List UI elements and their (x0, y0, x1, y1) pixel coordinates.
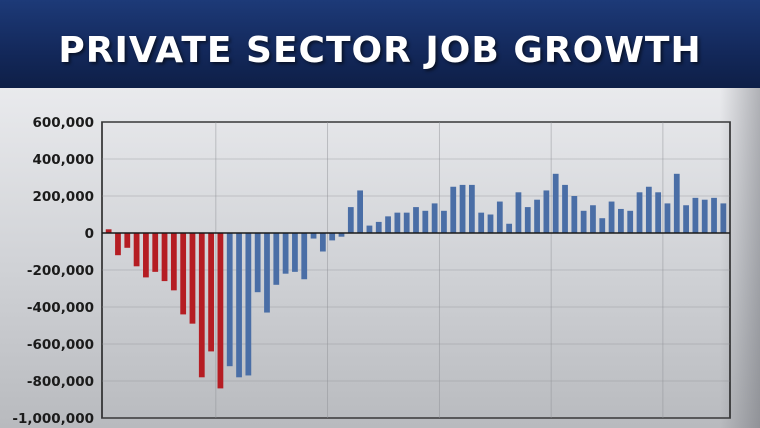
y-tick-label: -1,000,000 (12, 411, 94, 427)
bar-blue (683, 205, 689, 233)
bar-blue (515, 192, 522, 233)
title-band: PRIVATE SECTOR JOB GROWTH (0, 0, 760, 88)
y-tick-label: 0 (85, 226, 94, 242)
bar-blue (701, 199, 708, 233)
bar-layer (105, 173, 727, 389)
y-axis-labels: 600,000 400,000 200,000 0 -200,000 -400,000 -6… (12, 115, 94, 427)
bar-blue (590, 205, 596, 233)
bar-blue (329, 233, 336, 241)
bar-blue (692, 197, 699, 233)
bar-blue (338, 233, 345, 237)
bar-blue (720, 203, 727, 233)
bar-blue (366, 225, 373, 233)
bar-red (208, 233, 214, 352)
bar-blue (441, 210, 447, 233)
bar-blue (310, 233, 317, 239)
bar-blue (245, 233, 252, 376)
y-tick-label: -800,000 (27, 374, 94, 390)
bar-red (115, 233, 121, 256)
bar-blue (254, 233, 261, 293)
bar-blue (347, 207, 354, 233)
bar-red (105, 229, 112, 233)
bar-blue (618, 208, 624, 233)
y-tick-label: 200,000 (33, 189, 95, 205)
bar-blue (645, 186, 652, 233)
bar-blue (431, 203, 438, 233)
bar-blue (487, 214, 494, 233)
bar-blue (422, 210, 429, 233)
grid-layer (101, 121, 731, 419)
bar-blue (292, 233, 298, 272)
bar-red (133, 233, 140, 267)
bar-blue (282, 233, 289, 274)
bar-red (189, 233, 196, 324)
bar-blue (226, 233, 233, 367)
bar-blue (459, 184, 466, 233)
bar-blue (562, 184, 568, 233)
y-tick-label: -200,000 (27, 263, 94, 279)
bar-blue (599, 218, 606, 233)
bar-blue (496, 201, 503, 233)
chart-title: PRIVATE SECTOR JOB GROWTH (58, 30, 702, 71)
bar-blue (655, 192, 662, 233)
bar-blue (608, 201, 615, 233)
bar-blue (357, 190, 363, 233)
bar-red (161, 233, 168, 282)
chart-panel: 600,000 400,000 200,000 0 -200,000 -400,000 -6… (0, 88, 760, 428)
bar-blue (534, 199, 540, 233)
bar-blue (385, 216, 391, 233)
y-tick-label: 400,000 (33, 152, 95, 168)
y-tick-label: -400,000 (27, 300, 94, 316)
bar-red (124, 233, 131, 248)
bar-red (180, 233, 187, 315)
bar-red (152, 233, 159, 272)
bar-blue (319, 233, 326, 252)
bar-blue (394, 212, 401, 233)
bar-blue (506, 223, 513, 233)
bar-blue (543, 190, 550, 233)
bar-blue (403, 212, 410, 233)
bar-blue (450, 186, 457, 233)
bar-blue (571, 196, 578, 233)
bar-blue (580, 210, 587, 233)
bar-blue (301, 233, 308, 280)
y-tick-label: -600,000 (27, 337, 94, 353)
bar-blue (273, 233, 280, 285)
bar-blue (636, 192, 643, 233)
bar-blue (264, 233, 270, 313)
bar-red (170, 233, 177, 291)
bar-blue (375, 221, 382, 233)
bar-chart: 600,000 400,000 200,000 0 -200,000 -400,000 -6… (12, 115, 731, 427)
bar-blue (711, 197, 717, 233)
bar-red (217, 233, 224, 389)
bar-red (198, 233, 205, 378)
bar-blue (664, 203, 671, 233)
y-tick-label: 600,000 (33, 115, 95, 131)
bar-blue (478, 212, 485, 233)
bar-blue (524, 207, 531, 233)
bar-blue (413, 207, 419, 233)
bar-blue (468, 184, 475, 233)
bar-blue (552, 173, 559, 233)
bar-blue (236, 233, 242, 378)
bar-blue (627, 210, 634, 233)
bar-red (143, 233, 149, 278)
bar-blue (673, 173, 680, 233)
